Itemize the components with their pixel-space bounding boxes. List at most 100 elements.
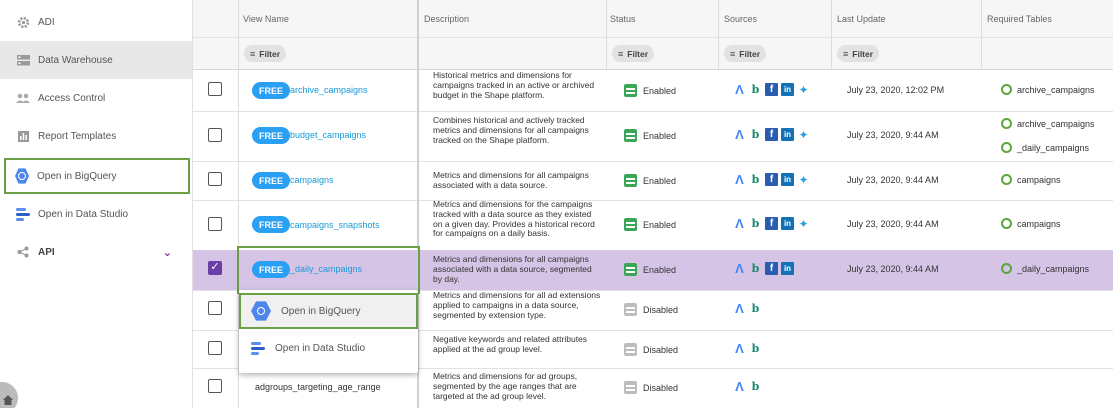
view-name-link[interactable]: campaigns bbox=[290, 175, 334, 185]
facebook-icon: f bbox=[765, 217, 778, 230]
filter-cell-view-name: ≡ Filter bbox=[238, 38, 418, 70]
row-checkbox[interactable] bbox=[208, 341, 222, 355]
sidebar-item-data-warehouse[interactable]: Data Warehouse bbox=[0, 41, 192, 79]
sidebar-item-label: ADI bbox=[38, 16, 55, 28]
view-name-link[interactable]: campaigns_snapshots bbox=[290, 220, 380, 230]
last-update: July 23, 2020, 9:44 AM bbox=[847, 175, 939, 185]
enabled-icon bbox=[624, 174, 637, 187]
bing-icon: b bbox=[751, 262, 760, 275]
sidebar-item-label: API bbox=[38, 246, 55, 258]
row-divider bbox=[193, 368, 1113, 369]
filter-view-name-button[interactable]: ≡ Filter bbox=[244, 45, 287, 62]
status-text: Disabled bbox=[643, 344, 679, 355]
sidebar-item-access-control[interactable]: Access Control bbox=[0, 79, 192, 117]
table-row[interactable]: FREE archive_campaigns Historical metric… bbox=[193, 70, 1113, 111]
sidebar-item-label: Open in BigQuery bbox=[37, 170, 117, 182]
bing-icon: b bbox=[751, 173, 760, 186]
view-name-link[interactable]: archive_campaigns bbox=[290, 85, 368, 95]
row-checkbox[interactable] bbox=[208, 172, 222, 186]
database-icon bbox=[16, 53, 30, 67]
view-name-link[interactable]: adgroups_targeting_age_range bbox=[255, 382, 381, 392]
row-checkbox[interactable] bbox=[208, 301, 222, 315]
menu-item-open-in-data-studio[interactable]: Open in Data Studio bbox=[239, 330, 418, 366]
last-update: July 23, 2020, 9:44 AM bbox=[847, 130, 939, 140]
status-text: Disabled bbox=[643, 304, 679, 315]
row-checkbox[interactable] bbox=[208, 379, 222, 393]
filter-cell-status: ≡ Filter bbox=[606, 38, 718, 70]
required-table: campaigns bbox=[1001, 218, 1061, 229]
chevron-down-icon[interactable]: ⌄ bbox=[162, 246, 172, 259]
header-required-tables[interactable]: Required Tables bbox=[981, 0, 1113, 38]
view-name-link[interactable]: budget_campaigns bbox=[290, 130, 367, 140]
filter-cell-sources: ≡ Filter bbox=[718, 38, 831, 70]
row-checkbox[interactable] bbox=[208, 82, 222, 96]
sources-list: Λ b f in ✦ bbox=[733, 172, 810, 187]
status-indicator: Enabled bbox=[624, 129, 676, 142]
status-text: Enabled bbox=[643, 175, 677, 186]
column-resize-handle[interactable] bbox=[417, 0, 419, 408]
table-row-selected[interactable]: ✓ FREE _daily_campaigns Metrics and dime… bbox=[193, 250, 1113, 290]
header-status[interactable]: Status bbox=[606, 0, 718, 38]
twitter-icon: ✦ bbox=[798, 216, 809, 231]
table-row[interactable]: Negative keywords and related attributes… bbox=[193, 330, 1113, 368]
row-divider bbox=[193, 290, 1113, 291]
row-checkbox[interactable] bbox=[208, 217, 222, 231]
view-name-link[interactable]: _daily_campaigns bbox=[290, 264, 363, 274]
status-indicator: Disabled bbox=[624, 343, 678, 356]
table-row[interactable]: FREE campaigns_snapshots Metrics and dim… bbox=[193, 199, 1113, 250]
row-checkbox[interactable] bbox=[208, 128, 222, 142]
view-description: Metrics and dimensions for all ad extens… bbox=[433, 290, 601, 320]
home-icon bbox=[3, 394, 13, 408]
status-indicator: Enabled bbox=[624, 218, 676, 231]
view-description: Metrics and dimensions for all campaigns… bbox=[433, 170, 589, 190]
data-studio-icon bbox=[251, 341, 265, 355]
bing-icon: b bbox=[751, 380, 760, 393]
linkedin-icon: in bbox=[781, 217, 794, 230]
column-divider bbox=[238, 0, 239, 408]
filter-last-update-button[interactable]: ≡ Filter bbox=[837, 45, 880, 62]
home-button[interactable] bbox=[0, 382, 18, 408]
sidebar-item-open-in-data-studio[interactable]: Open in Data Studio bbox=[0, 195, 192, 233]
row-checkbox-checked[interactable]: ✓ bbox=[208, 261, 222, 275]
enabled-icon bbox=[624, 84, 637, 97]
required-table-name: archive_campaigns bbox=[1017, 118, 1095, 129]
table-row[interactable]: adgroups_targeting_age_range Metrics and… bbox=[193, 368, 1113, 408]
filter-sources-button[interactable]: ≡ Filter bbox=[724, 45, 767, 62]
free-badge: FREE bbox=[252, 127, 291, 144]
twitter-icon: ✦ bbox=[798, 127, 809, 142]
google-ads-icon: Λ bbox=[735, 341, 744, 356]
header-last-update[interactable]: Last Update bbox=[831, 0, 981, 38]
header-view-name[interactable]: View Name bbox=[238, 0, 418, 38]
bing-icon: b bbox=[751, 83, 760, 96]
last-update: July 23, 2020, 12:02 PM bbox=[847, 85, 945, 95]
google-ads-icon: Λ bbox=[735, 301, 744, 316]
menu-item-label: Open in Data Studio bbox=[275, 342, 366, 354]
row-divider bbox=[193, 111, 1113, 112]
google-ads-icon: Λ bbox=[735, 261, 744, 276]
google-ads-icon: Λ bbox=[735, 216, 744, 231]
free-badge: FREE bbox=[252, 82, 291, 99]
sidebar-item-api[interactable]: API ⌄ bbox=[0, 233, 192, 271]
bar-chart-icon bbox=[16, 129, 30, 143]
header-description[interactable]: Description bbox=[418, 0, 606, 38]
table-row[interactable]: FREE budget_campaigns Combines historica… bbox=[193, 111, 1113, 161]
column-divider bbox=[718, 0, 719, 70]
filter-status-button[interactable]: ≡ Filter bbox=[612, 45, 655, 62]
sidebar-item-label: Report Templates bbox=[38, 130, 117, 142]
sidebar-item-adi[interactable]: ADI bbox=[0, 3, 192, 41]
sidebar-item-open-in-bigquery[interactable]: Open in BigQuery bbox=[3, 157, 191, 195]
table-row[interactable]: Metrics and dimensions for all ad extens… bbox=[193, 290, 1113, 330]
status-indicator: Enabled bbox=[624, 174, 676, 187]
status-indicator: Disabled bbox=[624, 303, 678, 316]
facebook-icon: f bbox=[765, 173, 778, 186]
menu-item-open-in-bigquery[interactable]: Open in BigQuery bbox=[239, 293, 418, 329]
table-row[interactable]: FREE campaigns Metrics and dimensions fo… bbox=[193, 161, 1113, 200]
data-studio-icon bbox=[16, 207, 30, 221]
sidebar-item-report-templates[interactable]: Report Templates bbox=[0, 117, 192, 155]
sidebar-item-label: Open in Data Studio bbox=[38, 208, 129, 220]
header-sources[interactable]: Sources bbox=[718, 0, 831, 38]
sidebar-item-label: Access Control bbox=[38, 92, 106, 104]
last-update: July 23, 2020, 9:44 AM bbox=[847, 219, 939, 229]
sidebar-item-label: Data Warehouse bbox=[38, 54, 113, 66]
filter-icon: ≡ bbox=[843, 48, 849, 59]
